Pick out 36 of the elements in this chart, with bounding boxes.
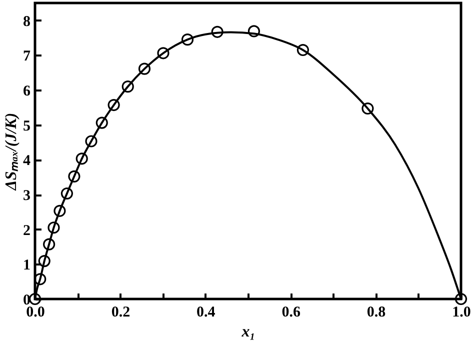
point — [122, 80, 134, 93]
y-tick-label: 2 — [23, 222, 30, 239]
x-axis-title: x₁ — [240, 324, 256, 340]
point — [296, 44, 309, 56]
y-tick-label: 3 — [23, 188, 30, 204]
point — [108, 99, 120, 112]
point — [60, 187, 73, 200]
point — [76, 152, 88, 165]
x-tick-label: 0.2 — [111, 304, 130, 320]
point — [157, 47, 170, 60]
point — [38, 255, 50, 268]
point — [48, 222, 60, 234]
x-tick-label: 0.0 — [26, 304, 45, 320]
point — [362, 102, 374, 115]
y-tick-label: 4 — [23, 153, 31, 170]
point — [96, 116, 108, 129]
point — [54, 204, 66, 217]
y-axis-title: ΔSₘₐₓ/(J/K) — [3, 112, 20, 192]
point — [454, 292, 468, 306]
point — [43, 238, 56, 250]
point — [248, 25, 260, 38]
y-tick-label: 7 — [23, 48, 31, 65]
x-tick-label: 1.0 — [452, 304, 471, 320]
x-tick-label: 0.4 — [196, 304, 216, 320]
point — [211, 26, 224, 38]
x-tick-label: 0.8 — [366, 304, 386, 320]
point — [85, 135, 98, 148]
point — [138, 62, 151, 75]
point — [28, 292, 42, 306]
point — [68, 170, 80, 182]
y-tick-label: 6 — [23, 84, 31, 100]
y-tick-label: 5 — [23, 118, 30, 134]
y-tick-label: 1 — [23, 258, 30, 274]
y-tick-label: 8 — [23, 14, 30, 30]
point — [181, 34, 194, 46]
x-tick-label: 0.6 — [282, 304, 301, 320]
